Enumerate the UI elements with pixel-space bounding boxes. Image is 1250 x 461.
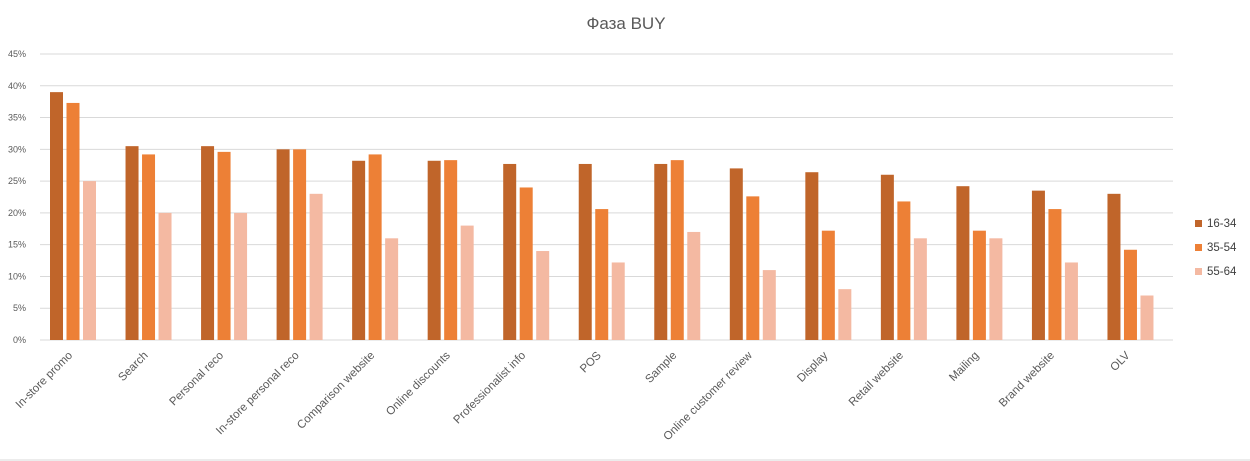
bar [293, 149, 307, 340]
bar [460, 225, 474, 340]
bar [158, 212, 172, 340]
bar [654, 163, 668, 340]
bar [125, 146, 139, 340]
bar [611, 262, 625, 340]
x-tick-label: In-store promo [14, 350, 75, 411]
bar [444, 160, 458, 340]
legend-swatch [1195, 268, 1202, 275]
chart-title: Фаза BUY [586, 14, 665, 33]
bar [276, 149, 290, 340]
bar [352, 160, 366, 340]
bar [805, 172, 819, 340]
legend-swatch [1195, 244, 1202, 251]
y-tick-label: 10% [8, 271, 26, 281]
bar [427, 160, 441, 340]
x-tick-label: Online discounts [384, 349, 453, 418]
x-tick-label: Retail website [847, 350, 906, 409]
bar [578, 163, 592, 340]
bar [1031, 190, 1045, 340]
y-tick-label: 35% [8, 113, 26, 123]
bar [821, 230, 835, 340]
bar [595, 209, 609, 340]
bar [1140, 295, 1154, 340]
bar [519, 187, 533, 340]
bar [1107, 193, 1121, 340]
x-tick-label: Brand website [997, 350, 1057, 410]
bar [972, 230, 986, 340]
bar [66, 102, 80, 340]
bar [729, 168, 743, 340]
y-axis-ticks: 0% 5% 10% 15% 20% 25% 30% 35% 40% 45% [8, 49, 26, 345]
bar [956, 186, 970, 340]
y-tick-label: 40% [8, 81, 26, 91]
x-tick-label: Online customer review [661, 349, 755, 443]
legend-label: 55-64 [1207, 266, 1237, 278]
y-tick-label: 25% [8, 176, 26, 186]
bar [746, 196, 760, 340]
x-tick-label: OLV [1108, 349, 1132, 373]
x-tick-label: Professionalist info [452, 350, 529, 427]
y-tick-label: 0% [13, 335, 26, 345]
bar [385, 238, 399, 340]
x-tick-label: Search [116, 350, 150, 384]
x-tick-label: Comparison website [295, 350, 377, 432]
y-tick-label: 45% [8, 49, 26, 59]
x-axis-ticks: In-store promo Search Personal recoIn-stor… [14, 349, 1133, 443]
bar [309, 193, 323, 340]
bar [762, 270, 776, 340]
y-tick-label: 30% [8, 144, 26, 154]
x-tick-label: POS [578, 349, 604, 375]
x-tick-label: Mailing [947, 350, 981, 384]
bar [536, 251, 550, 340]
bar [838, 289, 852, 340]
bar [142, 154, 156, 340]
bar [503, 163, 517, 340]
bar [217, 151, 231, 340]
y-tick-label: 20% [8, 208, 26, 218]
bar [897, 201, 911, 340]
bar [913, 238, 927, 340]
x-tick-label: In-store personal reco [214, 350, 302, 438]
bar [234, 212, 248, 340]
bar [989, 238, 1003, 340]
y-tick-label: 5% [13, 303, 26, 313]
legend-swatch [1195, 220, 1202, 227]
bar [1048, 209, 1062, 340]
bars [50, 92, 1154, 340]
bar [50, 92, 63, 340]
legend-label: 16-34 [1207, 218, 1237, 230]
bar [201, 146, 215, 340]
legend: 16-34 35-54 55-64 [1195, 218, 1237, 278]
x-tick-label: Sample [643, 350, 679, 386]
x-tick-label: Personal reco [168, 350, 227, 409]
bar [368, 154, 382, 340]
y-tick-label: 15% [8, 240, 26, 250]
x-tick-label: Display [795, 349, 830, 384]
bar [1064, 262, 1078, 340]
bar [880, 174, 894, 340]
bar [83, 181, 96, 340]
bar [687, 231, 701, 340]
legend-label: 35-54 [1207, 242, 1237, 254]
bar [1123, 249, 1137, 340]
bar [670, 160, 684, 340]
